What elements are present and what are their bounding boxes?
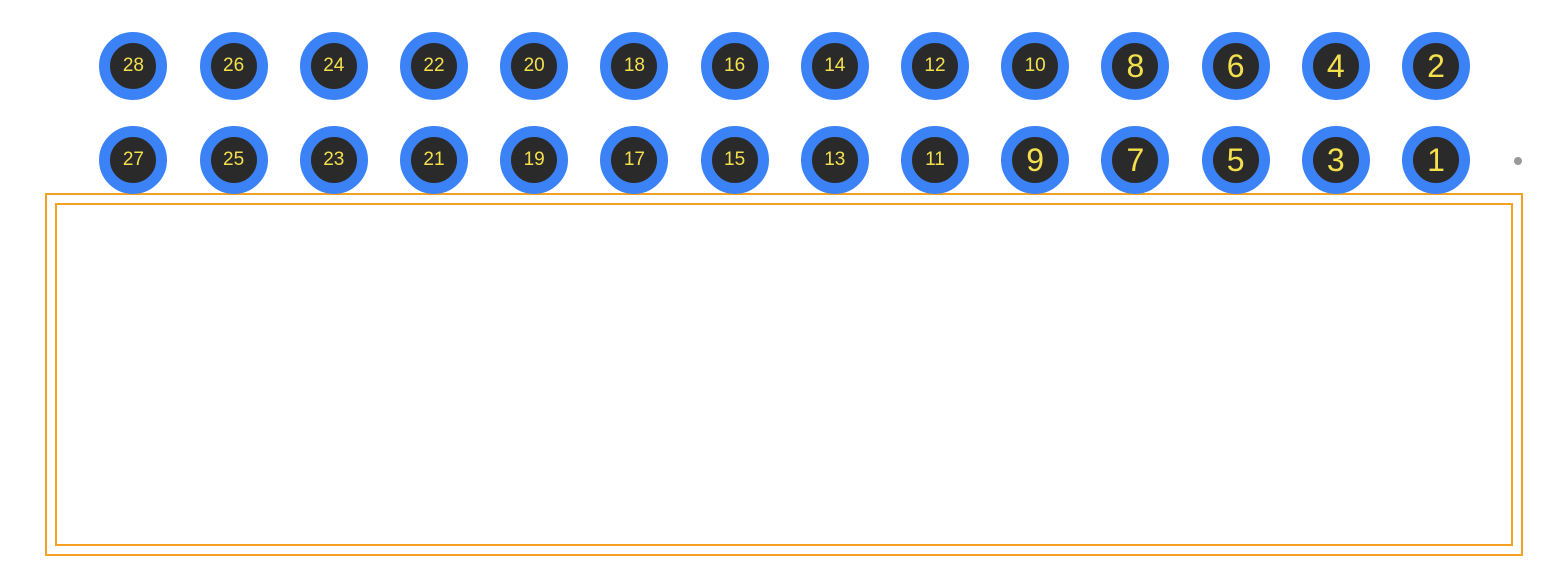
pad-label: 27 bbox=[123, 149, 144, 171]
pad-label: 16 bbox=[724, 55, 745, 77]
pad-label: 1 bbox=[1427, 142, 1445, 179]
pad-label: 22 bbox=[423, 55, 444, 77]
pad-label: 20 bbox=[524, 55, 545, 77]
pin1-marker bbox=[1514, 157, 1522, 165]
pad-label: 23 bbox=[323, 149, 344, 171]
pad-label: 10 bbox=[1025, 55, 1046, 77]
pad-27: 27 bbox=[99, 126, 167, 194]
pad-20: 20 bbox=[500, 32, 568, 100]
pad-18: 18 bbox=[600, 32, 668, 100]
pad-label: 14 bbox=[824, 55, 845, 77]
pad-label: 7 bbox=[1126, 142, 1144, 179]
pad-24: 24 bbox=[300, 32, 368, 100]
pad-25: 25 bbox=[200, 126, 268, 194]
pad-22: 22 bbox=[400, 32, 468, 100]
pad-17: 17 bbox=[600, 126, 668, 194]
pad-13: 13 bbox=[801, 126, 869, 194]
pad-label: 13 bbox=[824, 149, 845, 171]
pad-10: 10 bbox=[1001, 32, 1069, 100]
pad-label: 15 bbox=[724, 149, 745, 171]
pad-label: 2 bbox=[1427, 48, 1445, 85]
pad-1: 1 bbox=[1402, 126, 1470, 194]
pad-6: 6 bbox=[1202, 32, 1270, 100]
pad-19: 19 bbox=[500, 126, 568, 194]
pad-16: 16 bbox=[701, 32, 769, 100]
pad-3: 3 bbox=[1302, 126, 1370, 194]
pad-label: 28 bbox=[123, 55, 144, 77]
outline-inner-rect bbox=[55, 203, 1513, 546]
pad-label: 9 bbox=[1026, 142, 1044, 179]
pad-label: 5 bbox=[1227, 142, 1245, 179]
pad-11: 11 bbox=[901, 126, 969, 194]
pad-label: 4 bbox=[1327, 48, 1345, 85]
pad-label: 26 bbox=[223, 55, 244, 77]
pad-label: 11 bbox=[925, 149, 945, 171]
pad-label: 19 bbox=[524, 149, 545, 171]
pad-15: 15 bbox=[701, 126, 769, 194]
pad-4: 4 bbox=[1302, 32, 1370, 100]
pad-28: 28 bbox=[99, 32, 167, 100]
pad-label: 6 bbox=[1227, 48, 1245, 85]
pad-label: 25 bbox=[223, 149, 244, 171]
pad-7: 7 bbox=[1101, 126, 1169, 194]
pcb-footprint-diagram: 2468101214161820222426281357911131517192… bbox=[0, 0, 1542, 584]
pad-2: 2 bbox=[1402, 32, 1470, 100]
pad-26: 26 bbox=[200, 32, 268, 100]
pad-9: 9 bbox=[1001, 126, 1069, 194]
pad-label: 3 bbox=[1327, 142, 1345, 179]
pad-label: 24 bbox=[323, 55, 344, 77]
pad-21: 21 bbox=[400, 126, 468, 194]
pad-label: 12 bbox=[924, 55, 945, 77]
pad-label: 17 bbox=[624, 149, 645, 171]
pad-label: 8 bbox=[1126, 48, 1144, 85]
pad-label: 21 bbox=[423, 149, 444, 171]
pad-23: 23 bbox=[300, 126, 368, 194]
pad-14: 14 bbox=[801, 32, 869, 100]
pad-label: 18 bbox=[624, 55, 645, 77]
pad-5: 5 bbox=[1202, 126, 1270, 194]
pad-8: 8 bbox=[1101, 32, 1169, 100]
pad-12: 12 bbox=[901, 32, 969, 100]
